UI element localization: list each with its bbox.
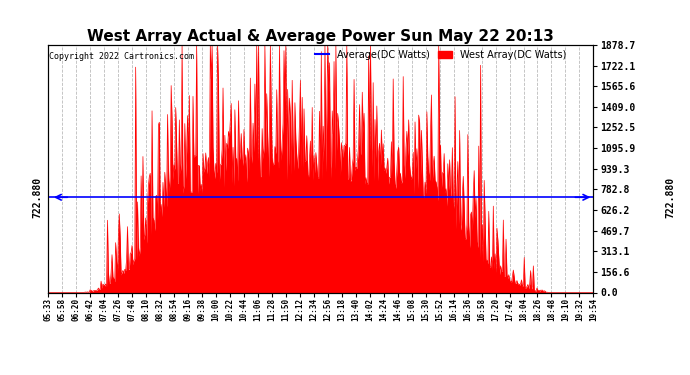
Title: West Array Actual & Average Power Sun May 22 20:13: West Array Actual & Average Power Sun Ma… <box>88 29 554 44</box>
Legend: Average(DC Watts), West Array(DC Watts): Average(DC Watts), West Array(DC Watts) <box>315 50 566 60</box>
Text: Copyright 2022 Cartronics.com: Copyright 2022 Cartronics.com <box>49 53 194 62</box>
Text: 722.880: 722.880 <box>666 177 676 218</box>
Text: 722.880: 722.880 <box>33 177 43 218</box>
